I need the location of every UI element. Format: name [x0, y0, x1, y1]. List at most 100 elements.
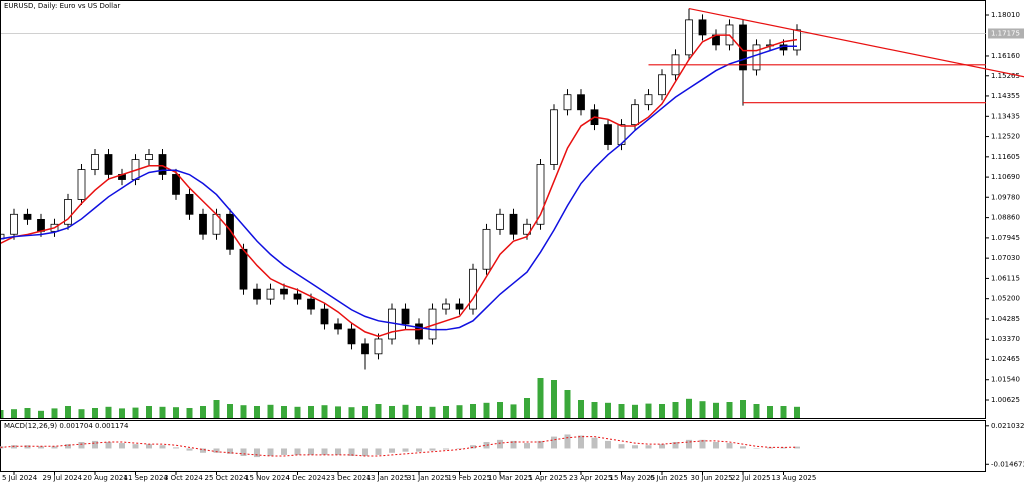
candle-body — [563, 94, 572, 111]
y-tick-label: 1.00625 — [991, 396, 1020, 404]
volume-bar — [497, 402, 503, 418]
candle-body — [23, 213, 32, 220]
candle-body — [77, 169, 86, 200]
macd-signal — [0, 436, 798, 457]
candle-body — [10, 213, 18, 235]
macd-bar — [618, 444, 625, 449]
macd-bar — [564, 434, 571, 449]
macd-bar — [416, 448, 422, 452]
macd-bar — [119, 443, 125, 449]
macd-bar — [348, 448, 355, 457]
macd-bar — [294, 448, 301, 455]
volume-bar — [267, 404, 274, 418]
x-tick-label: 10 Mar 2025 — [488, 474, 532, 482]
y-tick-label: 1.08860 — [991, 214, 1020, 222]
candle-body — [64, 199, 72, 225]
macd-bar — [186, 448, 193, 451]
macd-bar — [713, 441, 719, 449]
x-tick-label: 25 Oct 2024 — [205, 474, 249, 482]
volume-bar — [645, 403, 652, 418]
y-tick-label: 0.021032 — [991, 422, 1024, 430]
candle-body — [104, 154, 113, 175]
volume-bar — [591, 402, 598, 418]
macd-bar — [470, 445, 476, 449]
macd-bar — [146, 444, 152, 449]
x-tick-label: 1 Apr 2025 — [529, 474, 568, 482]
x-tick-label: 3 Oct 2024 — [164, 474, 203, 482]
volume-bar — [213, 400, 220, 418]
macd-bar — [38, 446, 44, 449]
volume-bar — [564, 390, 571, 418]
moving-average — [1, 34, 798, 338]
macd-bar — [362, 448, 368, 457]
candle-body — [239, 248, 248, 290]
macd-bar — [11, 445, 17, 449]
volume-bar — [470, 404, 476, 418]
volume-bar — [146, 406, 152, 418]
last-price-box — [988, 28, 1024, 39]
candle-body — [482, 228, 491, 270]
macd-bar — [443, 448, 449, 450]
macd-bar — [389, 448, 395, 453]
candle-body — [415, 323, 423, 340]
volume-bar — [605, 402, 611, 418]
volume-bar — [254, 406, 260, 418]
macd-bar — [78, 441, 85, 449]
volume-bar — [173, 407, 179, 418]
y-tick-label: 1.04285 — [991, 315, 1020, 323]
volume-bar — [524, 398, 530, 418]
macd-bar — [699, 439, 706, 449]
volume-bar — [132, 407, 139, 418]
x-tick-label: 19 Feb 2025 — [448, 474, 492, 482]
macd-bar — [65, 444, 71, 449]
macd-bar — [321, 448, 328, 455]
candle-body — [455, 303, 464, 310]
macd-bar — [92, 440, 98, 449]
macd-bar — [227, 448, 233, 454]
volume-bar — [159, 406, 166, 418]
main-panel — [0, 0, 986, 419]
x-tick-label: 13 Aug 2025 — [772, 474, 817, 482]
volume-bar — [767, 406, 773, 418]
volume-bar — [78, 409, 85, 418]
candle-body — [293, 293, 302, 300]
macd-bar — [578, 435, 584, 449]
candle-body — [401, 308, 410, 325]
x-tick-label: 22 Jul 2025 — [731, 474, 771, 482]
macd-bar — [510, 440, 517, 449]
y-tick-label: 1.15265 — [991, 72, 1020, 80]
x-tick-label: 6 Jun 2025 — [650, 474, 688, 482]
macd-bar — [429, 448, 436, 451]
macd-bar — [173, 447, 179, 449]
x-tick-label: 23 Apr 2025 — [569, 474, 612, 482]
volume-bar — [200, 406, 206, 418]
macd-bar — [402, 448, 409, 452]
macd-bar — [308, 448, 314, 455]
macd-bar — [132, 444, 139, 449]
volume-bar — [618, 404, 625, 418]
candle-body — [469, 268, 477, 310]
macd-bar — [51, 446, 58, 449]
macd-bar — [780, 447, 787, 449]
trend-line — [688, 7, 1024, 78]
y-tick-label: -0.014673 — [991, 460, 1024, 468]
macd-bar — [753, 448, 760, 449]
y-tick-label: 1.05200 — [991, 295, 1020, 303]
candle-body — [523, 223, 531, 235]
candle-body — [280, 288, 288, 295]
candle-body — [145, 154, 153, 161]
candle-body — [631, 104, 639, 126]
candle-body — [496, 213, 504, 230]
x-tick-label: 31 Jan 2025 — [407, 474, 449, 482]
x-tick-label: 29 Jul 2024 — [43, 474, 83, 482]
volume-bar — [51, 408, 58, 418]
macd-bar — [537, 440, 544, 449]
volume-bar — [740, 400, 746, 418]
candle-body — [347, 328, 356, 345]
macd-bar — [200, 448, 206, 453]
candle-body — [320, 308, 329, 325]
macd-bar — [686, 439, 692, 449]
y-tick-label: 1.06115 — [991, 274, 1020, 282]
candle-body — [307, 298, 315, 310]
candle-body — [698, 19, 707, 36]
